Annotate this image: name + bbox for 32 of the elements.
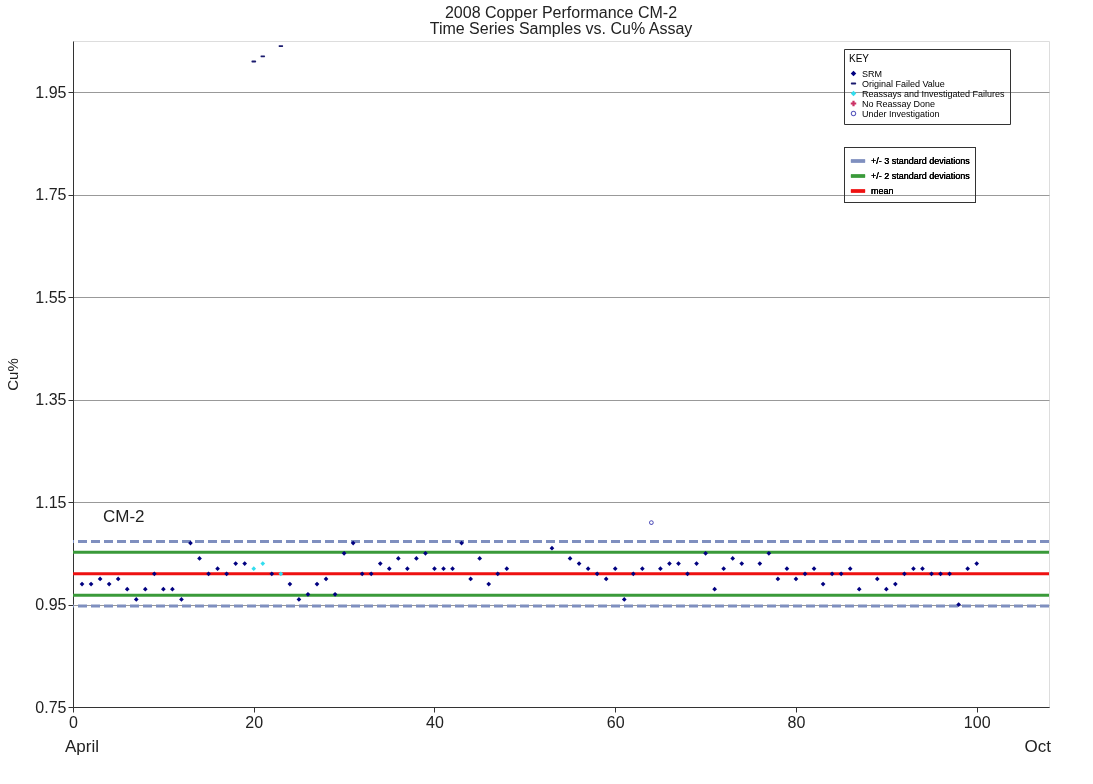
legend-label: mean [871, 186, 894, 196]
annotation: CM-2 [103, 507, 145, 526]
legend-label: Original Failed Value [862, 78, 945, 89]
x-tick-label: 100 [963, 713, 991, 731]
y-tick-label: 0.75 [35, 698, 67, 716]
y-tick-label: 0.95 [35, 596, 67, 614]
legend-label: SRM [862, 68, 882, 79]
point [649, 520, 654, 525]
y-tick-label: 1.75 [35, 186, 67, 204]
x-tick-label: 60 [606, 713, 625, 731]
legend-label: Reassays and Investigated Failures [862, 88, 1006, 99]
y-axis-title: Cu% [4, 358, 22, 391]
chart-title: 2008 Copper Performance CM-2 [444, 4, 678, 21]
text: April [65, 737, 100, 756]
legend-label: +/- 3 standard deviations [871, 156, 971, 166]
text: Oct [1024, 737, 1052, 756]
x-tick-label: 40 [426, 713, 444, 731]
y-tick-label: 1.55 [35, 288, 67, 306]
y-tick-label: 1.35 [35, 391, 67, 409]
legend-title: KEY [849, 53, 870, 64]
x-tick-label: 20 [245, 713, 264, 731]
point [278, 571, 284, 577]
y-tick-label: 1.15 [35, 493, 67, 511]
x-tick-label: 80 [787, 713, 806, 731]
y-tick-label: 1.95 [35, 83, 67, 101]
legend-label: Under Investigation [862, 108, 940, 119]
legend-label: +/- 2 standard deviations [871, 171, 971, 181]
chart-subtitle: Time Series Samples vs. Cu% Assay [429, 20, 693, 37]
point [251, 566, 257, 572]
x-tick-label: 0 [69, 713, 79, 731]
point [260, 561, 266, 566]
legend-label: No Reassay Done [862, 98, 936, 109]
